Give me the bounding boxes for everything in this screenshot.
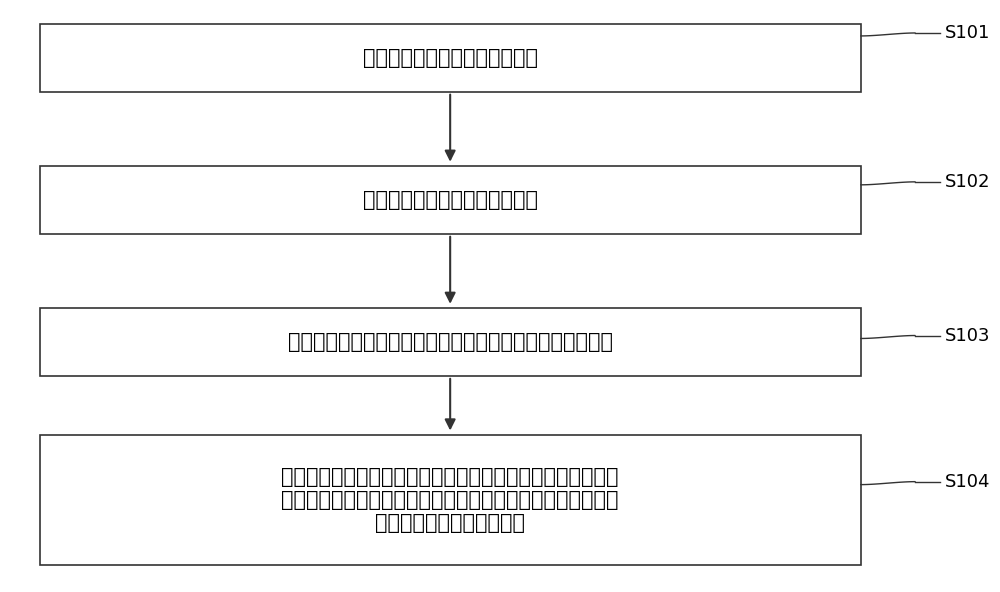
Text: S103: S103 [945, 327, 990, 345]
FancyBboxPatch shape [40, 308, 861, 376]
FancyBboxPatch shape [40, 24, 861, 92]
Text: 获取所述电池的电流和开路电压: 获取所述电池的电流和开路电压 [363, 48, 538, 67]
Text: S104: S104 [945, 472, 990, 491]
Text: 根据所述电流计算电量的变化量: 根据所述电流计算电量的变化量 [363, 190, 538, 210]
FancyBboxPatch shape [40, 166, 861, 234]
Text: 当所述电量变化幅度、所述电流和所述开路电压满足预置的第
一条件时，根据所述电流、所述开路电压和预置的第一对应关
系确定所述电池的荷电状态: 当所述电量变化幅度、所述电流和所述开路电压满足预置的第 一条件时，根据所述电流、… [281, 467, 619, 533]
Text: S102: S102 [945, 173, 990, 191]
FancyBboxPatch shape [40, 435, 861, 565]
Text: S101: S101 [945, 24, 990, 42]
Text: 根据所述电量的变化量和预置的满充容量计算电量变化幅度: 根据所述电量的变化量和预置的满充容量计算电量变化幅度 [288, 332, 613, 352]
